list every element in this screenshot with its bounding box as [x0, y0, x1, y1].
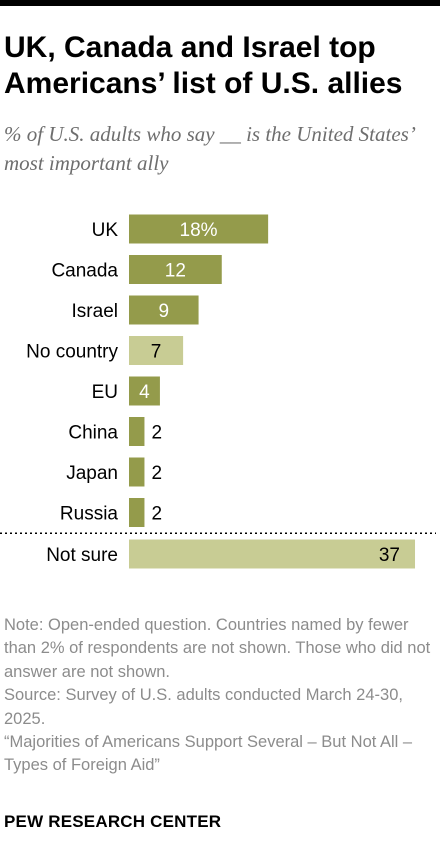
category-label-russia: Russia [60, 504, 119, 525]
value-label-no-country: 7 [151, 342, 162, 363]
value-label-canada: 12 [165, 261, 186, 282]
bar-no-country [129, 336, 184, 365]
value-label-russia: 2 [151, 504, 162, 525]
note-text: Note: Open-ended question. Countries nam… [4, 616, 431, 681]
category-label-eu: EU [92, 382, 118, 403]
source-text: Source: Survey of U.S. adults conducted … [4, 686, 403, 728]
bar-canada [129, 255, 222, 284]
bar-eu [129, 376, 160, 406]
category-label-israel: Israel [72, 301, 118, 322]
value-label-eu: 4 [139, 382, 150, 403]
bar-japan [129, 457, 145, 487]
report-title: “Majorities of Americans Support Several… [4, 733, 413, 775]
top-rule [0, 0, 440, 6]
chart-title: UK, Canada and Israel top Americans’ lis… [4, 31, 403, 100]
bar-israel [129, 295, 199, 325]
chart-notes: Note: Open-ended question. Countries nam… [4, 614, 438, 778]
category-label-japan: Japan [66, 463, 118, 484]
value-label-china: 2 [151, 423, 162, 444]
category-label-no-country: No country [26, 342, 118, 363]
category-label-china: China [68, 423, 118, 444]
bar-uk [129, 214, 269, 244]
bar-chart: UK 18% Canada 12 Israel 9 No country 7 EU 4 China 2… [0, 214, 436, 569]
bar-china [129, 417, 145, 446]
value-label-uk: 18% [180, 220, 218, 241]
bar-russia [129, 498, 145, 527]
chart-subtitle: % of U.S. adults who say __ is the Unite… [4, 122, 414, 175]
category-label-uk: UK [92, 220, 119, 241]
pew-logo-text: PEW RESEARCH CENTER [4, 812, 222, 831]
category-label-canada: Canada [51, 261, 118, 282]
value-label-not-sure: 37 [379, 545, 400, 566]
bar-not-sure [129, 539, 416, 569]
value-label-japan: 2 [151, 463, 162, 484]
value-label-israel: 9 [158, 301, 169, 322]
category-label-not-sure: Not sure [46, 545, 118, 566]
